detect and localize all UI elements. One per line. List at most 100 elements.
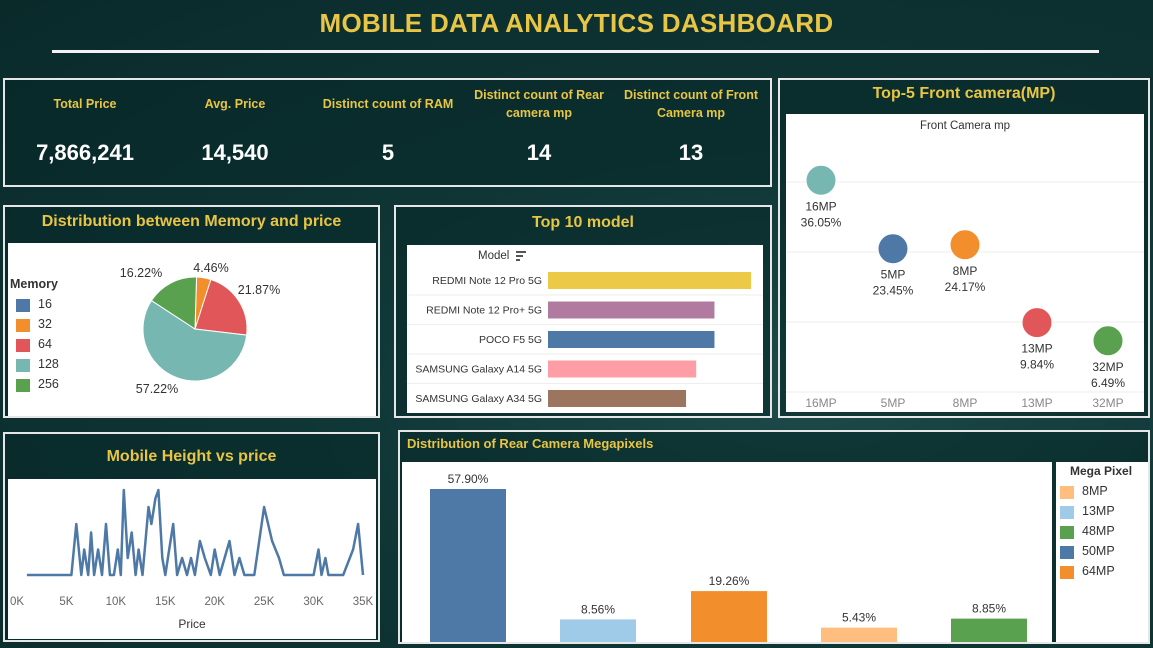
rear-camera-chart-area: 57.90% 8.56% 19.26% 5.43% 8.85% <box>402 462 1052 642</box>
memory-pie: 4.46% 21.87% 57.22% 16.22% <box>120 261 280 396</box>
rear-camera-panel: Distribution of Rear Camera Megapixels 5… <box>398 430 1150 644</box>
x-tick-label: 8MP <box>953 396 978 410</box>
top10-chart-area: Model REDMI Note 12 Pro 5G REDMI Note 12 … <box>407 245 763 413</box>
panel-title: Mobile Height vs price <box>106 448 277 465</box>
panel-title: Top-5 Front camera(MP) <box>872 85 1056 102</box>
title-divider <box>52 50 1099 53</box>
kpi-value: 7,866,241 <box>36 140 134 165</box>
x-tick-label: 32MP <box>1092 396 1123 410</box>
kpi-label: Avg. Price <box>204 97 266 111</box>
legend-label: 13MP <box>1082 504 1115 518</box>
legend-label: 48MP <box>1082 524 1115 538</box>
axis-header-label: Model <box>478 250 510 262</box>
point-label-category: 16MP <box>805 199 836 213</box>
rear-bar-64MP <box>691 591 767 642</box>
rear-camera-legend: Mega Pixel 8MP 13MP 48MP 50MP 64MP <box>1056 462 1148 642</box>
height-price-chart-area: 0K 5K 10K 15K 20K 25K 30K 35K Price <box>8 479 376 639</box>
x-tick-label: 5MP <box>881 396 906 410</box>
x-tick-label: 5K <box>59 596 73 608</box>
price-height-line <box>26 488 365 577</box>
legend-label: 8MP <box>1082 484 1108 498</box>
point-label-value: 9.84% <box>1020 358 1054 372</box>
point-label-category: 13MP <box>1021 342 1052 356</box>
point-label-category: 5MP <box>881 268 906 282</box>
height-price-panel: Mobile Height vs price 0K 5K 10K 15K 20K 25K 3… <box>3 432 380 642</box>
panel-title: Distribution of Rear Camera Megapixels <box>407 436 654 451</box>
legend-swatch <box>1060 486 1074 499</box>
kpi-label: Total Price <box>53 97 117 111</box>
model-bar <box>548 360 697 378</box>
pie-slice-64 <box>194 278 248 336</box>
rear-bar-8MP <box>821 627 897 642</box>
model-label: REDMI Note 12 Pro 5G <box>432 275 542 287</box>
legend-label: 64 <box>38 337 52 351</box>
dashboard-title: MOBILE DATA ANALYTICS DASHBOARD <box>319 8 834 38</box>
memory-pie-panel: Distribution between Memory and price Me… <box>3 205 380 418</box>
x-tick-label: 13MP <box>1021 396 1052 410</box>
model-label: REDMI Note 12 Pro+ 5G <box>426 305 542 317</box>
model-label: POCO F5 5G <box>479 334 542 346</box>
panel-title: Top 10 model <box>532 214 634 231</box>
scatter-point-16MP <box>805 164 837 196</box>
kpi-value: 5 <box>381 140 395 165</box>
legend-label: 256 <box>38 377 59 391</box>
rear-bar-48MP <box>951 618 1027 642</box>
rear-bar-50MP <box>430 489 506 642</box>
top10-panel: Top 10 model Model REDMI Note 12 Pro 5G R… <box>394 205 772 418</box>
kpi-distinct-rear-camera: Distinct count of Rear camera mp 14 <box>467 80 611 180</box>
rear-bar-label: 8.56% <box>581 602 615 616</box>
legend-swatch <box>16 319 30 332</box>
memory-legend-title: Memory <box>10 277 58 291</box>
x-tick-label: 10K <box>106 596 127 608</box>
memory-pie-chart-area: Memory 16 32 64 128 256 4.46% 21.87% 57.22… <box>8 243 376 416</box>
kpi-value: 14 <box>526 140 552 165</box>
top10-axis-header[interactable]: Model <box>478 250 526 262</box>
front-camera-panel: Top-5 Front camera(MP) Front Camera mp 16… <box>778 78 1150 418</box>
rear-bar-label: 8.85% <box>972 602 1006 616</box>
kpi-total-price: Total Price 7,866,241 <box>11 80 159 180</box>
rear-bar-label: 19.26% <box>709 574 750 588</box>
legend-label: 16 <box>38 297 52 311</box>
point-label-category: 32MP <box>1092 360 1123 374</box>
x-tick-label: 0K <box>10 596 24 608</box>
legend-swatch <box>16 379 30 392</box>
kpi-label: Distinct count of Rear camera mp <box>474 88 604 120</box>
point-label-value: 6.49% <box>1091 376 1125 390</box>
rear-bar-label: 5.43% <box>842 611 876 625</box>
kpi-distinct-ram: Distinct count of RAM 5 <box>313 80 463 180</box>
legend-swatch <box>16 339 30 352</box>
point-label-value: 36.05% <box>801 215 842 229</box>
pie-slice-label: 16.22% <box>120 266 162 280</box>
sort-icon-bar <box>515 255 523 258</box>
sort-icon-bar <box>515 259 520 262</box>
legend-swatch <box>1060 546 1074 559</box>
pie-slice-128 <box>142 299 248 382</box>
legend-label: 64MP <box>1082 564 1115 578</box>
sort-icon[interactable] <box>515 251 526 262</box>
kpi-avg-price: Avg. Price 14,540 <box>165 80 305 180</box>
scatter-point-13MP <box>1021 307 1053 339</box>
x-tick-label: 15K <box>155 596 176 608</box>
kpi-value: 13 <box>678 140 704 165</box>
point-label-value: 23.45% <box>873 284 914 298</box>
model-bar <box>548 390 687 407</box>
legend-swatch <box>1060 506 1074 519</box>
point-label-category: 8MP <box>953 264 978 278</box>
model-bar <box>548 301 715 319</box>
legend-swatch <box>1060 566 1074 579</box>
front-camera-chart-area: Front Camera mp 16MP 36.05% 16MP 5MP 23.45% 5M… <box>786 114 1144 412</box>
rear-bar-13MP <box>560 619 636 642</box>
legend-swatch <box>1060 526 1074 539</box>
rear-camera-bar-chart: 57.90% 8.56% 19.26% 5.43% 8.85% <box>430 472 1027 642</box>
point-label-value: 24.17% <box>945 280 986 294</box>
top10-bar-chart: REDMI Note 12 Pro 5G REDMI Note 12 Pro+ 5… <box>407 272 763 407</box>
panel-title: Distribution between Memory and price <box>41 213 342 230</box>
x-tick-label: 25K <box>254 596 275 608</box>
legend-label: 128 <box>38 357 59 371</box>
x-tick-label: 30K <box>303 596 324 608</box>
legend-label: 32 <box>38 317 52 331</box>
rear-legend-title: Mega Pixel <box>1070 464 1133 478</box>
front-camera-scatter: Front Camera mp 16MP 36.05% 16MP 5MP 23.45% 5M… <box>786 120 1144 410</box>
model-bar <box>548 331 715 348</box>
model-bar <box>548 272 751 289</box>
